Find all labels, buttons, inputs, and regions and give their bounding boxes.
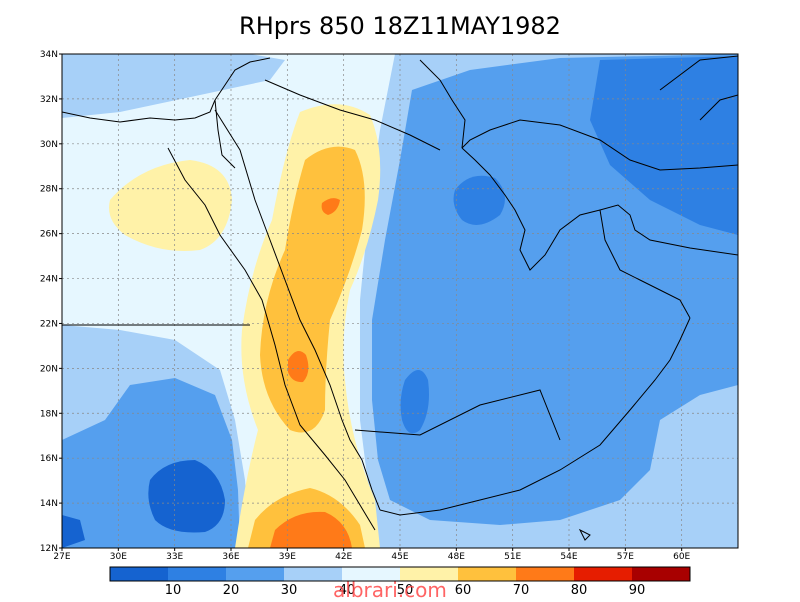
colorbar-label: 40 [338, 583, 356, 598]
colorbar-label: 10 [164, 583, 182, 598]
map-title: RHprs 850 18Z11MAY1982 [239, 12, 561, 40]
colorbar-label: 70 [512, 583, 530, 598]
rh-30-40-west [62, 54, 285, 118]
lon-tick-label: 57E [617, 552, 634, 562]
lon-tick-label: 39E [279, 552, 296, 562]
lon-tick-label: 36E [222, 552, 239, 562]
watermark: albrari.com [333, 578, 447, 602]
lat-tick-label: 22N [40, 319, 58, 329]
lat-tick-label: 18N [40, 409, 58, 419]
colorbar-swatch [342, 567, 400, 581]
colorbar-swatch [226, 567, 284, 581]
lon-tick-label: 27E [53, 552, 70, 562]
lat-tick-label: 14N [40, 499, 58, 509]
colorbar-label: 60 [454, 583, 472, 598]
rh-10-20-yemen [400, 370, 429, 434]
colorbar-swatch [284, 567, 342, 581]
rh-10-20-sudan [148, 460, 225, 533]
rh-70-80-north [321, 198, 340, 215]
lat-tick-label: 20N [40, 364, 58, 374]
lon-tick-label: 54E [560, 552, 577, 562]
lon-tick-label: 45E [391, 552, 408, 562]
lon-tick-label: 48E [448, 552, 465, 562]
colorbar-swatch [632, 567, 690, 581]
rh-10-20-gulf [453, 175, 505, 225]
colorbar-label: 50 [396, 583, 414, 598]
lat-tick-label: 12N [40, 544, 58, 554]
colorbar-label: 80 [570, 583, 588, 598]
colorbar-swatch [110, 567, 168, 581]
colorbar-swatch [458, 567, 516, 581]
colorbar-swatch [168, 567, 226, 581]
rh-50-60-egypt [109, 160, 232, 251]
lat-tick-label: 26N [40, 230, 58, 240]
colorbar-label: 30 [280, 583, 298, 598]
rh-10-20-sw-corner [62, 515, 85, 548]
colorbar [109, 566, 691, 582]
colorbar-label: 20 [222, 583, 240, 598]
rh-70-80-central [288, 351, 309, 383]
lat-tick-label: 16N [40, 454, 58, 464]
rh-60-70-hijaz [260, 146, 365, 433]
lat-tick-label: 24N [40, 275, 58, 285]
colorbar-label: 90 [628, 583, 646, 598]
coastlines [62, 55, 738, 541]
colorbar-swatch [400, 567, 458, 581]
lat-tick-label: 30N [40, 140, 58, 150]
rh-10-20-northeast [590, 56, 738, 235]
lon-tick-label: 60E [673, 552, 690, 562]
colorbar-swatch [516, 567, 574, 581]
lon-tick-label: 42E [335, 552, 352, 562]
longitude-axis: 27E 30E 33E 36E 39E 42E 45E 48E 51E 54E 57E 60E [53, 548, 691, 562]
rh-70-80-south [270, 511, 352, 548]
lat-tick-label: 34N [40, 50, 58, 60]
lon-tick-label: 33E [166, 552, 183, 562]
latitude-axis: 34N 32N 30N 28N 26N 24N 22N 20N 18N 16N 14N 12N [40, 50, 62, 554]
lat-tick-label: 28N [40, 185, 58, 195]
lon-tick-label: 51E [504, 552, 521, 562]
colorbar-frame [109, 566, 691, 582]
lat-tick-label: 32N [40, 95, 58, 105]
gridlines [62, 54, 738, 548]
colorbar-swatch [574, 567, 632, 581]
lon-tick-label: 30E [110, 552, 127, 562]
